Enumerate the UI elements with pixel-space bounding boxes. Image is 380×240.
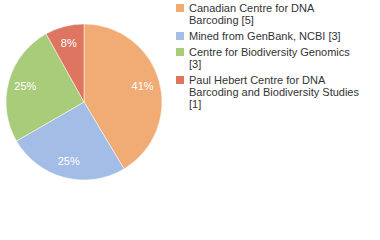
- legend-swatch: [176, 76, 184, 84]
- legend-label: Paul Hebert Centre for DNABarcoding and …: [189, 74, 359, 110]
- legend-line: Barcoding and Biodiversity Studies: [189, 86, 359, 98]
- legend-label: Canadian Centre for DNABarcoding [5]: [189, 2, 315, 26]
- slice: [46, 24, 84, 102]
- legend-line: Mined from GenBank, NCBI [3]: [189, 30, 341, 42]
- data-labels: 41% 25% 25% 8%: [14, 37, 154, 167]
- pie: [6, 24, 162, 180]
- legend-swatch: [176, 4, 184, 12]
- legend-swatch: [176, 32, 184, 40]
- legend-line: [1]: [189, 98, 201, 110]
- legend-line: [3]: [189, 58, 201, 70]
- data-label: 8%: [61, 37, 77, 49]
- legend-line: Barcoding [5]: [189, 14, 254, 26]
- data-label: 25%: [58, 155, 80, 167]
- legend-label: Mined from GenBank, NCBI [3]: [189, 30, 341, 42]
- legend-line: Paul Hebert Centre for DNA: [189, 74, 326, 86]
- chart: 41%25%25%8%Canadian Centre for DNABarcod…: [0, 0, 380, 240]
- legend-swatch: [176, 48, 184, 56]
- data-label: 25%: [14, 80, 36, 92]
- legend-label: Centre for Biodiversity Genomics[3]: [189, 46, 350, 70]
- legend: Canadian Centre for DNABarcoding [5] Mine…: [176, 2, 359, 110]
- legend-line: Canadian Centre for DNA: [189, 2, 315, 14]
- legend-line: Centre for Biodiversity Genomics: [189, 46, 350, 58]
- data-label: 41%: [132, 80, 154, 92]
